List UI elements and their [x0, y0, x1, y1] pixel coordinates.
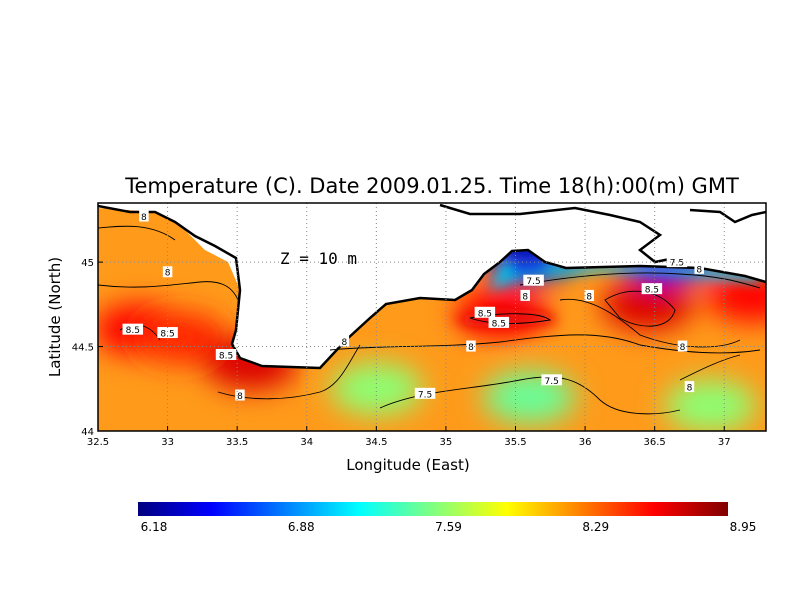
colorbar [138, 502, 728, 516]
contour-label-bg [414, 387, 436, 399]
contour-label: 8.5 [219, 352, 233, 362]
contour-8-sw [679, 354, 741, 381]
x-axis-label: Longitude (East) [346, 456, 469, 474]
y-tick-label: 44.5 [72, 343, 94, 354]
contour-label-bg [694, 262, 704, 274]
x-tick-label: 37 [718, 437, 731, 448]
contour-label-bg [666, 256, 688, 268]
contour-label: 8 [680, 343, 686, 353]
contour-label-bg [641, 283, 663, 295]
field-blob-10 [664, 379, 757, 431]
x-tick-label: 34.5 [365, 437, 387, 448]
contours [98, 225, 761, 415]
contour-label-bg [157, 327, 178, 339]
contour-label: 8 [696, 265, 702, 275]
colorbar-tick-label: 6.88 [288, 520, 315, 534]
contour-label-bg [235, 389, 245, 401]
colorbar-tick-label: 8.29 [582, 520, 609, 534]
contour-label: 7.5 [418, 390, 432, 400]
x-tick-label: 36.5 [644, 437, 666, 448]
x-tick-label: 35 [440, 437, 453, 448]
contour-label-bg [584, 289, 595, 301]
contour-label-bg [520, 289, 530, 301]
field-blob-1 [135, 312, 228, 365]
contour-label: 8.5 [160, 330, 174, 340]
y-tick-label: 45 [81, 258, 94, 269]
depth-annotation: Z = 10 m [280, 249, 357, 268]
contour-label-bg [122, 323, 144, 335]
contour-label: 8 [586, 292, 592, 302]
coastline [98, 204, 766, 370]
contour-label: 8.5 [645, 286, 659, 296]
contour-8-central [329, 334, 761, 354]
contour-8-south [217, 344, 361, 400]
land-crimea [98, 203, 766, 368]
azov-coastline [439, 203, 676, 264]
contour-label: 8.5 [126, 326, 140, 336]
colorbar-ticks: 6.18 6.88 7.59 8.29 8.95 [141, 520, 757, 534]
grid [98, 203, 766, 431]
contour-label: 8 [341, 338, 347, 348]
x-tick-label: 32.5 [87, 437, 109, 448]
field-blob-4 [601, 278, 694, 331]
field-blob-5 [706, 269, 766, 322]
x-tick-label: 35.5 [504, 437, 526, 448]
contour-label: 7.5 [670, 259, 684, 269]
contour-label-bg [541, 374, 562, 386]
chart-title: Temperature (C). Date 2009.01.25. Time 1… [124, 174, 739, 198]
contour-label-bg [474, 306, 496, 318]
contour-label-bg [215, 349, 237, 360]
x-tick-label: 36 [579, 437, 592, 448]
plot-frame [97, 202, 767, 432]
contour-label: 8 [141, 213, 147, 223]
contour-8-east [559, 298, 741, 348]
x-tick-label: 33.5 [226, 437, 248, 448]
x-tick-label: 34 [300, 437, 313, 448]
contour-label: 8.5 [478, 309, 492, 319]
contour-label-bg [488, 316, 510, 328]
contour-label-bg [523, 274, 544, 286]
contour-label: 8 [165, 269, 171, 279]
x-axis: 32.5 33 33.5 34 34.5 35 35.5 36 36.5 37 [87, 426, 731, 448]
y-tick-label: 44 [81, 427, 94, 438]
y-axis: 44 44.5 45 [72, 258, 103, 438]
contour-label: 8.5 [492, 319, 506, 329]
azov-coastline-east [689, 208, 766, 224]
contour-label: 8 [522, 292, 528, 302]
field-blob-9 [330, 362, 423, 415]
contour-label: 7.5 [545, 377, 559, 387]
y-axis-label: Latitude (North) [46, 257, 64, 377]
colorbar-tick-label: 8.95 [730, 520, 757, 534]
contour-label-bg [139, 210, 149, 222]
contour-7-5-north [519, 272, 761, 289]
contour-label-bg [339, 335, 350, 347]
colorbar-tick-label: 6.18 [141, 520, 168, 534]
x-tick-label: 33 [161, 437, 174, 448]
colorbar-tick-label: 7.59 [435, 520, 462, 534]
contour-label: 8 [237, 392, 243, 402]
contour-8-5-east [604, 290, 676, 327]
contour-label: 8 [468, 343, 474, 353]
contour-8-north [98, 281, 239, 301]
contour-label-bg [684, 381, 695, 393]
contour-label: 8 [687, 384, 693, 394]
contour-label: 7.5 [526, 277, 540, 287]
